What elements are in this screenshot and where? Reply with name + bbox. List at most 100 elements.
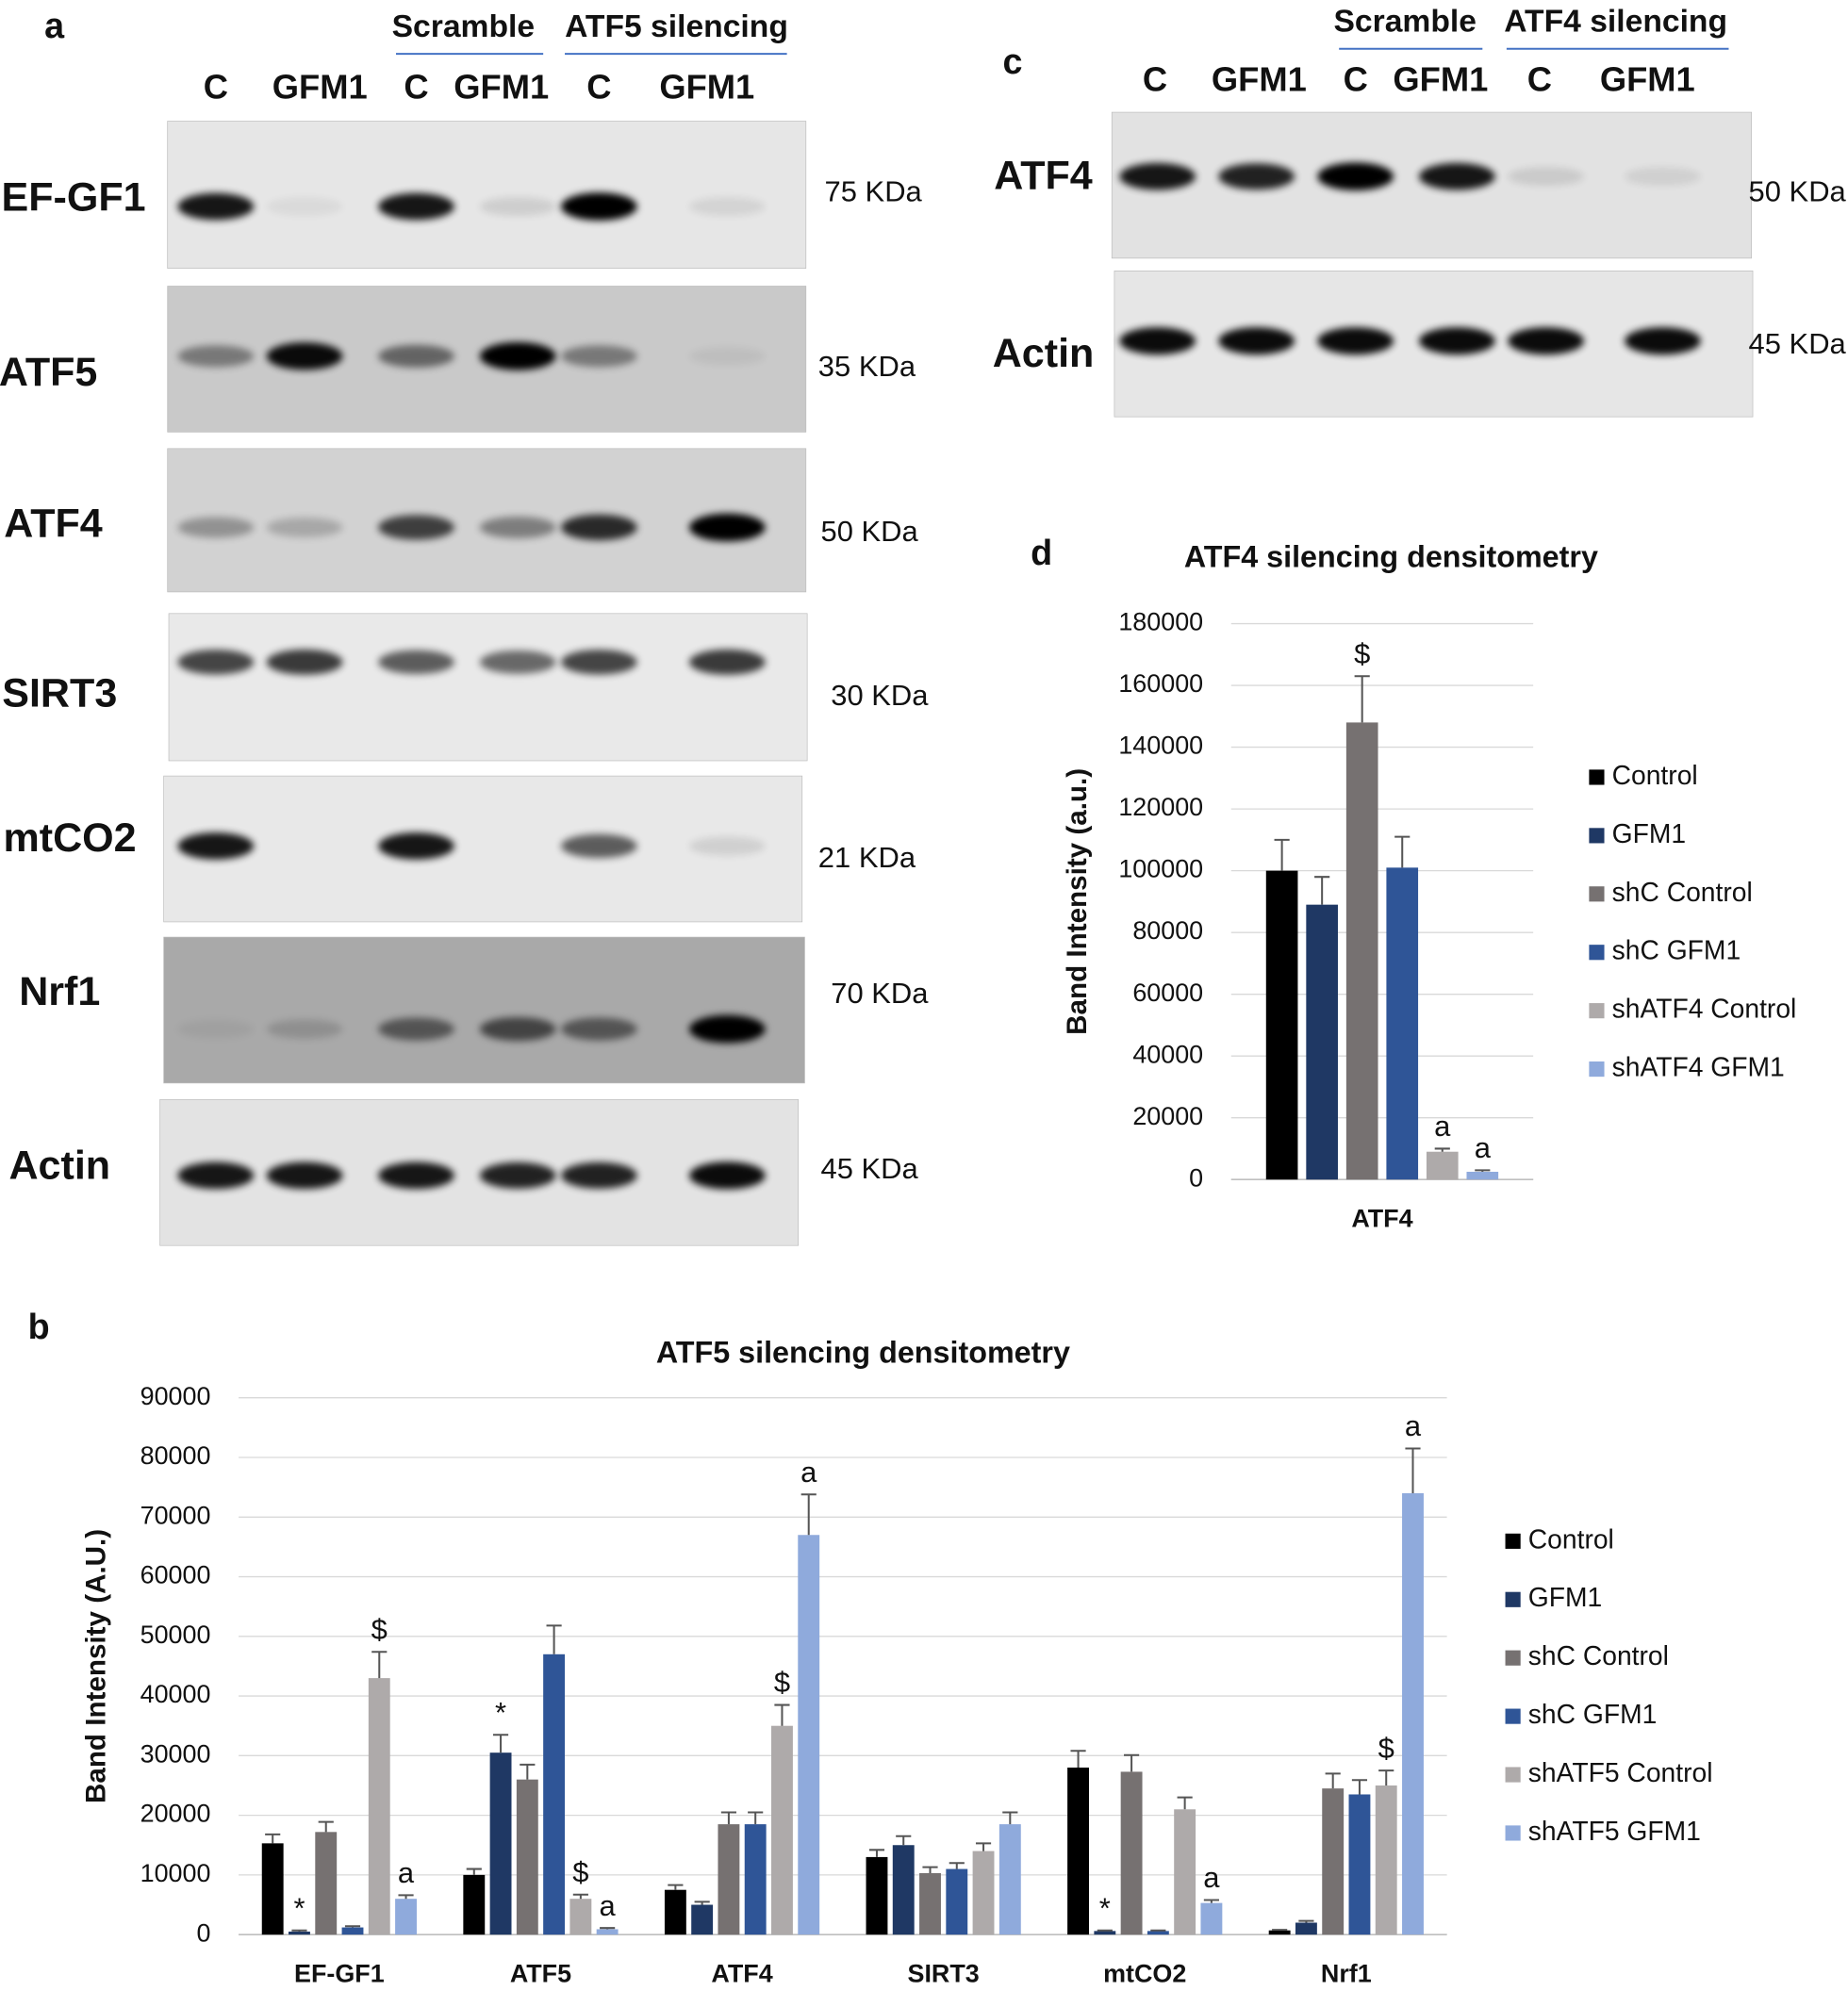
bar bbox=[315, 1832, 338, 1935]
band bbox=[1508, 327, 1584, 355]
legend-swatch bbox=[1589, 1003, 1605, 1019]
legend-swatch bbox=[1505, 1708, 1521, 1724]
legend-label: Control bbox=[1612, 760, 1698, 790]
y-tick-label: 20000 bbox=[140, 1800, 211, 1828]
y-axis-label: Band Intensity (A.U.) bbox=[80, 1529, 111, 1803]
annotation: $ bbox=[572, 1855, 588, 1888]
group-label: ATF4 silencing bbox=[1504, 5, 1727, 40]
bar bbox=[1426, 1151, 1459, 1180]
protein-label: ATF4 bbox=[4, 501, 103, 546]
lane-label: GFM1 bbox=[1212, 59, 1307, 98]
annotation: $ bbox=[1378, 1732, 1394, 1765]
y-tick-label: 140000 bbox=[1118, 732, 1203, 760]
x-tick-label: EF-GF1 bbox=[294, 1959, 385, 1987]
blot bbox=[167, 121, 807, 269]
y-tick-label: 120000 bbox=[1118, 793, 1203, 821]
bar bbox=[569, 1899, 592, 1935]
band bbox=[266, 197, 343, 216]
protein-label: ATF5 bbox=[0, 350, 97, 395]
bar bbox=[463, 1874, 486, 1935]
protein-label: EF-GF1 bbox=[2, 174, 146, 220]
error-bar bbox=[896, 1835, 912, 1846]
chart-title: ATF5 silencing densitometry bbox=[656, 1335, 1070, 1369]
bar bbox=[489, 1752, 512, 1935]
error-bar bbox=[1475, 1169, 1491, 1173]
bar bbox=[771, 1725, 793, 1935]
error-bar bbox=[1070, 1750, 1086, 1769]
band bbox=[561, 345, 637, 368]
band bbox=[479, 342, 556, 370]
error-bar bbox=[265, 1833, 281, 1844]
band bbox=[479, 1016, 556, 1042]
error-bar bbox=[694, 1900, 710, 1905]
error-bar bbox=[1203, 1899, 1219, 1903]
legend-label: shC GFM1 bbox=[1612, 935, 1741, 965]
bar bbox=[1147, 1931, 1169, 1935]
error-bar bbox=[1434, 1147, 1450, 1152]
lane-label: C bbox=[1527, 59, 1552, 98]
panel-label: b bbox=[28, 1307, 50, 1346]
bar bbox=[1345, 722, 1378, 1180]
x-tick-label: ATF4 bbox=[711, 1959, 772, 1987]
annotation: * bbox=[1099, 1891, 1111, 1924]
y-tick-label: 30000 bbox=[140, 1739, 211, 1768]
error-bar bbox=[344, 1925, 361, 1928]
error-bar bbox=[1394, 835, 1411, 868]
y-tick-label: 20000 bbox=[1132, 1102, 1203, 1130]
error-bar bbox=[720, 1811, 736, 1825]
bar bbox=[341, 1927, 364, 1935]
bar bbox=[1120, 1771, 1143, 1935]
panel-label: d bbox=[1031, 533, 1052, 572]
band bbox=[479, 650, 556, 674]
legend-swatch bbox=[1589, 828, 1605, 844]
error-bar bbox=[1351, 1779, 1368, 1795]
bar bbox=[261, 1843, 284, 1935]
y-tick-label: 100000 bbox=[1118, 855, 1203, 883]
band bbox=[378, 650, 454, 674]
size-label: 70 KDa bbox=[831, 977, 929, 1010]
annotation: * bbox=[293, 1891, 305, 1924]
error-bar bbox=[1354, 675, 1370, 723]
legend-label: Control bbox=[1528, 1523, 1614, 1554]
lane-label: C bbox=[1344, 59, 1368, 98]
band bbox=[1419, 327, 1495, 355]
group-label: ATF5 silencing bbox=[565, 9, 788, 44]
bar bbox=[1386, 867, 1419, 1180]
band bbox=[688, 1014, 766, 1044]
lane-label: C bbox=[1143, 59, 1167, 98]
band bbox=[688, 513, 766, 542]
band bbox=[1119, 327, 1196, 355]
size-label: 21 KDa bbox=[818, 841, 916, 874]
error-bar bbox=[668, 1884, 684, 1890]
band bbox=[1119, 162, 1196, 190]
band bbox=[266, 649, 343, 675]
band bbox=[479, 1161, 556, 1189]
band bbox=[688, 1161, 766, 1190]
panel-label: a bbox=[44, 6, 65, 45]
bar bbox=[1295, 1922, 1317, 1935]
band bbox=[177, 345, 255, 368]
bar bbox=[1268, 1930, 1291, 1935]
x-tick-label: ATF5 bbox=[510, 1959, 571, 1987]
annotation: a bbox=[600, 1889, 617, 1922]
band bbox=[479, 516, 556, 539]
lane-label: GFM1 bbox=[454, 67, 549, 106]
size-label: 45 KDa bbox=[820, 1152, 918, 1185]
error-bar bbox=[371, 1651, 388, 1679]
protein-label: Actin bbox=[8, 1143, 110, 1188]
legend-swatch bbox=[1589, 1061, 1605, 1078]
band bbox=[688, 649, 766, 675]
band bbox=[561, 1017, 637, 1041]
legend-label: shATF5 GFM1 bbox=[1528, 1816, 1701, 1846]
band bbox=[1419, 162, 1495, 190]
error-bar bbox=[1325, 1772, 1341, 1789]
bar bbox=[664, 1889, 686, 1935]
error-bar bbox=[800, 1493, 817, 1536]
band bbox=[561, 192, 637, 221]
y-tick-label: 60000 bbox=[1132, 979, 1203, 1007]
annotation: $ bbox=[1354, 637, 1370, 670]
y-tick-label: 70000 bbox=[140, 1501, 211, 1529]
band bbox=[1218, 163, 1295, 190]
legend-swatch bbox=[1505, 1650, 1521, 1666]
error-bar bbox=[546, 1624, 562, 1654]
